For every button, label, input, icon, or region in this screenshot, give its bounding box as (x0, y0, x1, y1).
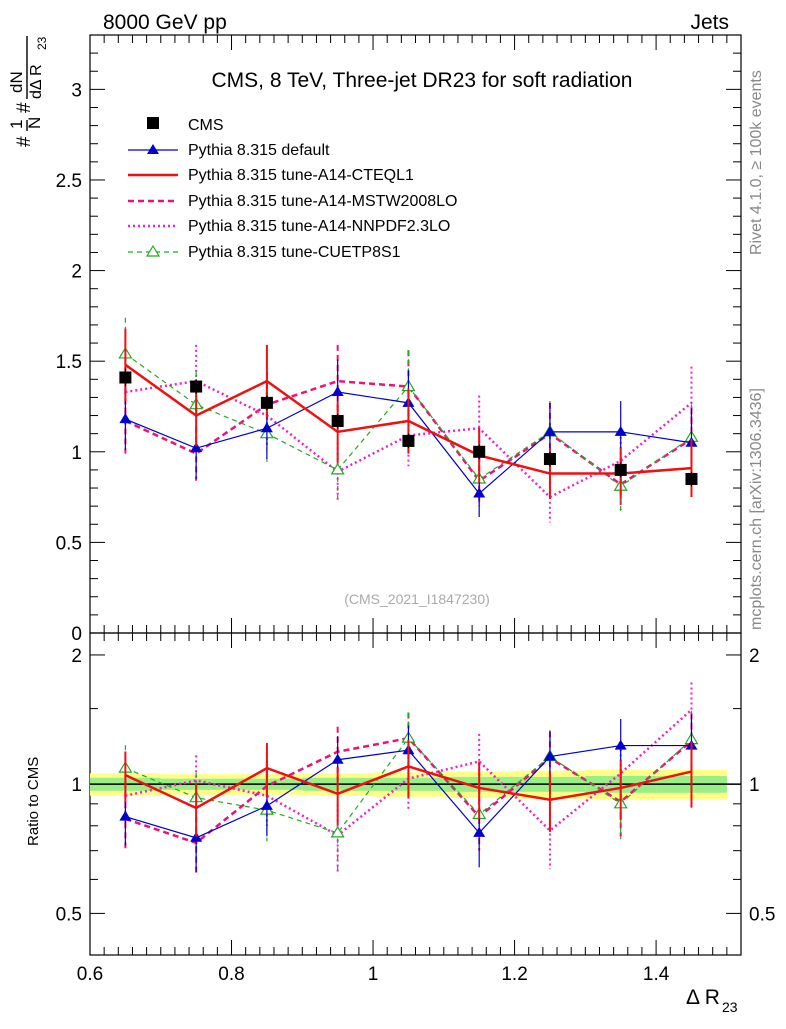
main-cuetp8s1-marker (330, 462, 345, 475)
mcplots-note: mcplots.cern.ch [arXiv:1306.3436] (748, 388, 765, 630)
main-default-marker (331, 385, 344, 396)
ratio-default-marker (190, 831, 203, 842)
y-tick-label: 0 (71, 624, 82, 645)
ratio-default-marker (543, 750, 556, 761)
legend-cms-label: CMS (188, 117, 224, 134)
x-tick-label: 1.2 (501, 964, 527, 985)
x-tick-label: 0.8 (218, 964, 244, 985)
ratio-y-tick-label-right: 0.5 (749, 904, 775, 925)
ratio-default-marker (260, 799, 273, 810)
ratio-default-marker (331, 753, 344, 764)
ratio-default-marker (473, 826, 486, 837)
main-axes: 0 0.5 1 1.5 2 2.5 3 (56, 35, 742, 645)
ratio-default-marker (119, 810, 132, 821)
main-series (118, 317, 699, 523)
legend-cms-marker (147, 117, 159, 129)
ratio-default-marker (614, 739, 627, 750)
x-label-text: Δ R (686, 986, 720, 1009)
main-default-marker (190, 442, 203, 453)
legend-cuetp8s1-marker (145, 244, 161, 257)
y-tick-label: 3 (71, 80, 82, 101)
main-cms-marker (190, 380, 203, 393)
ratio-y-tick-label-right: 2 (749, 646, 760, 667)
y-label-hash-1: # (14, 136, 35, 147)
main-cms-marker (685, 472, 698, 485)
main-cms-marker (119, 371, 132, 384)
legend-default-label: Pythia 8.315 default (188, 142, 330, 159)
y-label-dR: dΔ R (28, 64, 45, 99)
ratio-cuetp8s1-line (125, 737, 692, 834)
main-cms-marker (331, 414, 344, 427)
chart-title: CMS, 8 TeV, Three-jet DR23 for soft radi… (212, 69, 633, 92)
y-tick-label: 1.5 (56, 352, 82, 373)
main-default-marker (543, 425, 556, 436)
x-label-sub: 23 (722, 999, 738, 1015)
main-cms-marker (473, 445, 486, 458)
main-default-marker (260, 422, 273, 433)
rivet-note: Rivet 4.1.0, ≥ 100k events (748, 70, 765, 255)
main-cms-marker (260, 396, 273, 409)
main-default-marker (119, 413, 132, 424)
analysis-watermark: (CMS_2021_I1847230) (344, 591, 490, 607)
ratio-axes: 0.5 0.5 1 1 2 2 0.6 0.8 1 1.2 1.4 (56, 633, 775, 985)
main-default-marker (614, 425, 627, 436)
ratio-y-tick-label: 0.5 (56, 904, 82, 925)
x-tick-label: 0.6 (77, 964, 103, 985)
main-default-marker (473, 487, 486, 498)
y-tick-label: 1 (71, 443, 82, 464)
ratio-cuetp8s1-marker (330, 825, 345, 838)
y-label-one: 1 (7, 120, 26, 129)
legend-cteql1-label: Pythia 8.315 tune-A14-CTEQL1 (188, 167, 414, 184)
y-label-N: N (25, 117, 44, 129)
legend-nnpdf-label: Pythia 8.315 tune-A14-NNPDF2.3LO (188, 218, 450, 235)
header-left: 8000 GeV pp (103, 11, 227, 34)
header-right: Jets (690, 11, 729, 34)
legend-cuetp8s1-label: Pythia 8.315 tune-CUETP8S1 (188, 244, 401, 261)
x-tick-label: 1 (368, 964, 379, 985)
x-tick-label: 1.4 (643, 964, 670, 985)
ratio-mstw-line (124, 736, 693, 845)
y-label-sub: 23 (35, 36, 49, 50)
main-cms-marker (614, 463, 627, 476)
main-cms-marker (402, 434, 415, 447)
main-y-label: # 1 N # dN dΔ R 23 (7, 36, 49, 147)
legend-mstw-label: Pythia 8.315 tune-A14-MSTW2008LO (188, 193, 457, 210)
ratio-y-tick-label: 2 (71, 646, 82, 667)
ratio-series (118, 682, 699, 874)
y-tick-label: 2.5 (56, 171, 82, 192)
x-axis-label: Δ R 23 (686, 986, 738, 1015)
main-cms-marker (543, 453, 556, 466)
y-tick-label: 2 (71, 262, 82, 283)
y-label-dN: dN (7, 71, 26, 93)
ratio-y-label: Ratio to CMS (25, 757, 42, 846)
legend-default-marker (147, 144, 159, 154)
y-label-hash-2: # (14, 102, 35, 113)
legend: CMS Pythia 8.315 default Pythia 8.315 tu… (128, 117, 457, 261)
ratio-y-tick-label-right: 1 (749, 775, 760, 796)
ratio-y-tick-label: 1 (71, 775, 82, 796)
y-tick-label: 0.5 (56, 533, 82, 554)
